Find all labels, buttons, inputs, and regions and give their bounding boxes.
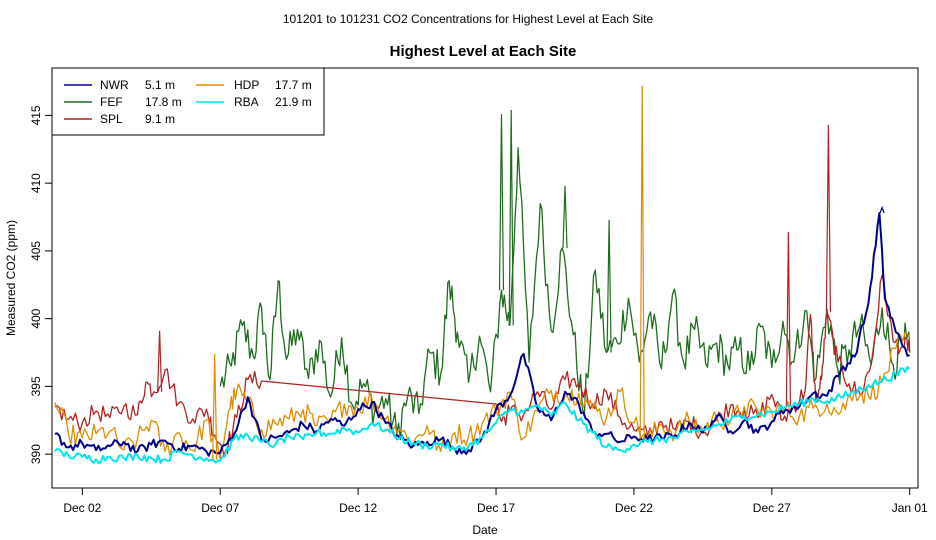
- legend-box: [51, 67, 325, 136]
- spike-spl-3: [825, 124, 831, 312]
- legend-height-spl: 9.1 m: [145, 112, 175, 126]
- legend: NWR 5.1 m FEF 17.8 m SPL 9.1 m HDP 17.7 m RBA 21.…: [51, 67, 325, 136]
- super-title: 101201 to 101231 CO2 Concentrations for …: [283, 12, 654, 26]
- spike-fef-1: [508, 109, 514, 326]
- spike-fef-5: [606, 219, 612, 353]
- series-line-hdp: [54, 331, 911, 461]
- x-tick-label: Dec 22: [615, 501, 653, 515]
- spike-nwr-9: [879, 205, 885, 214]
- x-tick-label: Dec 02: [63, 501, 101, 515]
- x-tick-label: Dec 17: [477, 501, 515, 515]
- y-axis-label: Measured CO2 (ppm): [4, 220, 18, 336]
- spike-fef-4: [562, 185, 568, 249]
- legend-height-rba: 21.9 m: [275, 95, 312, 109]
- series-line-fef: [219, 147, 911, 441]
- x-tick-label: Dec 27: [753, 501, 791, 515]
- series-layer: [54, 85, 911, 464]
- legend-height-fef: 17.8 m: [145, 95, 182, 109]
- x-tick-label: Dec 12: [339, 501, 377, 515]
- spike-fef-0: [498, 114, 505, 291]
- series-line-nwr: [54, 212, 910, 457]
- legend-label-rba: RBA: [234, 95, 259, 109]
- y-tick-label: 410: [29, 173, 43, 193]
- spike-spl-7: [157, 330, 163, 392]
- y-tick-label: 400: [29, 308, 43, 328]
- legend-label-nwr: NWR: [100, 78, 129, 92]
- spike-spl-8: [785, 231, 791, 406]
- x-axis: Dec 02 Dec 07 Dec 12 Dec 17 Dec 22 Dec 27 Jan …: [63, 487, 928, 515]
- y-axis: 390 395 400 405 410 415: [29, 105, 53, 464]
- spike-hdp-2: [639, 85, 645, 440]
- spike-hdp-6: [212, 353, 218, 460]
- y-tick-label: 390: [29, 444, 43, 464]
- legend-height-nwr: 5.1 m: [145, 78, 175, 92]
- legend-label-fef: FEF: [100, 95, 123, 109]
- legend-label-spl: SPL: [100, 112, 123, 126]
- x-tick-label: Jan 01: [892, 501, 928, 515]
- y-tick-label: 395: [29, 376, 43, 396]
- legend-height-hdp: 17.7 m: [275, 78, 312, 92]
- chart-title: Highest Level at Each Site: [390, 43, 577, 60]
- series-line-spl: [54, 274, 911, 457]
- y-tick-label: 415: [29, 105, 43, 125]
- y-tick-label: 405: [29, 241, 43, 261]
- x-tick-label: Dec 07: [201, 501, 239, 515]
- legend-label-hdp: HDP: [234, 78, 259, 92]
- x-axis-label: Date: [472, 523, 498, 537]
- series-line-rba: [54, 366, 911, 464]
